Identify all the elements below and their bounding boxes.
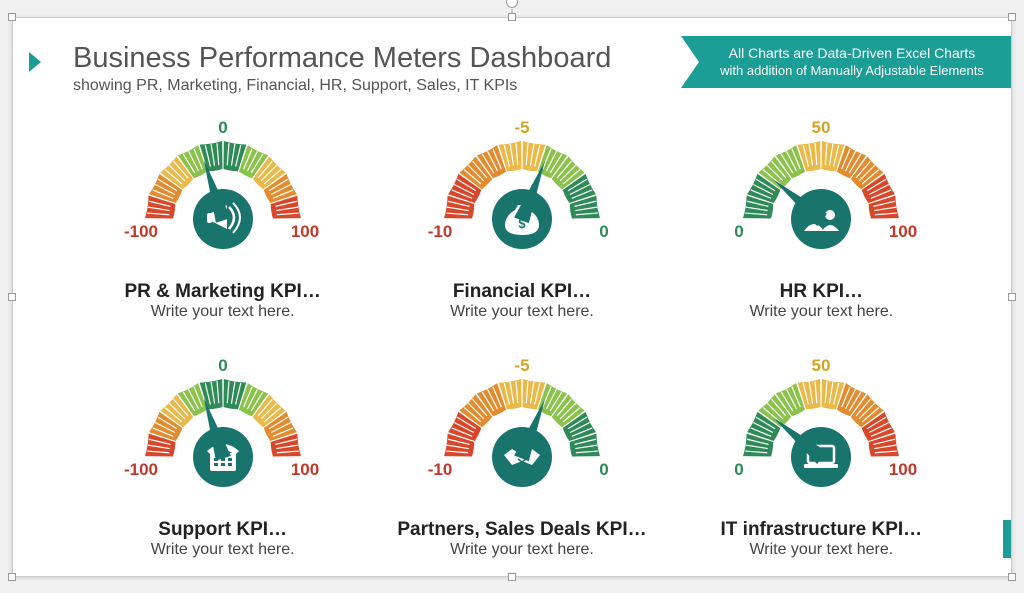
- gauge-chart: 0 -100 100: [83, 117, 362, 277]
- gauge-subtitle: Write your text here.: [83, 303, 362, 321]
- gauge-chart: -5 -10 0: [382, 355, 661, 515]
- gauge-chart: $ -5-100: [382, 117, 661, 277]
- page-title: Business Performance Meters Dashboard: [73, 42, 611, 75]
- gauge-max-label: 100: [889, 460, 917, 479]
- gauge-hr[interactable]: 50 0 100 HR KPI… Write your text here.: [682, 117, 961, 321]
- resize-handle-mb[interactable]: [508, 573, 516, 581]
- gauge-max-label: 0: [599, 222, 608, 241]
- gauge-chart: 50 0 100: [682, 117, 961, 277]
- accent-arrow-left: [29, 52, 41, 72]
- gauge-min-label: -10: [428, 222, 453, 241]
- gauge-top-label: 50: [812, 118, 831, 137]
- gauge-min-label: -10: [428, 460, 453, 479]
- gauge-pr-marketing[interactable]: 0 -100 100 PR & Marketing KPI… Write your …: [83, 117, 362, 321]
- info-ribbon: All Charts are Data-Driven Excel Charts …: [681, 36, 1011, 88]
- gauge-partners-sales[interactable]: -5 -10 0 Partners, Sales Deals KPI… Write …: [382, 355, 661, 559]
- header: Business Performance Meters Dashboard sh…: [73, 42, 971, 95]
- gauge-top-label: -5: [514, 356, 529, 375]
- gauge-top-label: -5: [514, 118, 529, 137]
- gauge-support[interactable]: 0 -100 100 Support KPI… Write your text he…: [83, 355, 362, 559]
- gauge-it[interactable]: 50 0 100 IT infrastructure KPI… Write your…: [682, 355, 961, 559]
- title-block: Business Performance Meters Dashboard sh…: [73, 42, 611, 95]
- gauge-title: Support KPI…: [83, 519, 362, 541]
- resize-handle-bl[interactable]: [8, 573, 16, 581]
- resize-handle-mt[interactable]: [508, 13, 516, 21]
- gauge-max-label: 100: [290, 222, 318, 241]
- gauge-max-label: 100: [889, 222, 917, 241]
- gauge-top-label: 50: [812, 356, 831, 375]
- gauge-grid: 0-100100 PR & Marketing KPI… Write your …: [73, 117, 971, 559]
- gauge-title: Financial KPI…: [382, 281, 661, 303]
- gauge-subtitle: Write your text here.: [682, 303, 961, 321]
- ribbon-line1: All Charts are Data-Driven Excel Charts: [709, 44, 995, 63]
- gauge-title: Partners, Sales Deals KPI…: [382, 519, 661, 541]
- accent-bar-right: [1003, 520, 1011, 558]
- gauge-min-label: -100: [124, 460, 158, 479]
- gauge-max-label: 0: [599, 460, 608, 479]
- gauge-top-label: 0: [218, 118, 227, 137]
- gauge-min-label: -100: [124, 222, 158, 241]
- gauge-subtitle: Write your text here.: [382, 541, 661, 559]
- gauge-chart: 50 0 100: [682, 355, 961, 515]
- gauge-top-label: 0: [218, 356, 227, 375]
- gauge-financial[interactable]: $ -5-100 Financial KPI… Write your text …: [382, 117, 661, 321]
- ribbon-line2: with addition of Manually Adjustable Ele…: [709, 62, 995, 80]
- gauge-min-label: 0: [735, 222, 744, 241]
- resize-handle-ml[interactable]: [8, 293, 16, 301]
- slide[interactable]: Business Performance Meters Dashboard sh…: [12, 17, 1012, 577]
- gauge-subtitle: Write your text here.: [682, 541, 961, 559]
- resize-handle-tl[interactable]: [8, 13, 16, 21]
- gauge-max-label: 100: [290, 460, 318, 479]
- resize-handle-mr[interactable]: [1008, 293, 1016, 301]
- gauge-min-label: 0: [735, 460, 744, 479]
- gauge-title: PR & Marketing KPI…: [83, 281, 362, 303]
- page-subtitle: showing PR, Marketing, Financial, HR, Su…: [73, 77, 611, 95]
- rotate-handle[interactable]: [506, 0, 518, 8]
- gauge-title: HR KPI…: [682, 281, 961, 303]
- resize-handle-br[interactable]: [1008, 573, 1016, 581]
- resize-handle-tr[interactable]: [1008, 13, 1016, 21]
- gauge-subtitle: Write your text here.: [83, 541, 362, 559]
- gauge-chart: 0 -100 100: [83, 355, 362, 515]
- gauge-title: IT infrastructure KPI…: [682, 519, 961, 541]
- gauge-subtitle: Write your text here.: [382, 303, 661, 321]
